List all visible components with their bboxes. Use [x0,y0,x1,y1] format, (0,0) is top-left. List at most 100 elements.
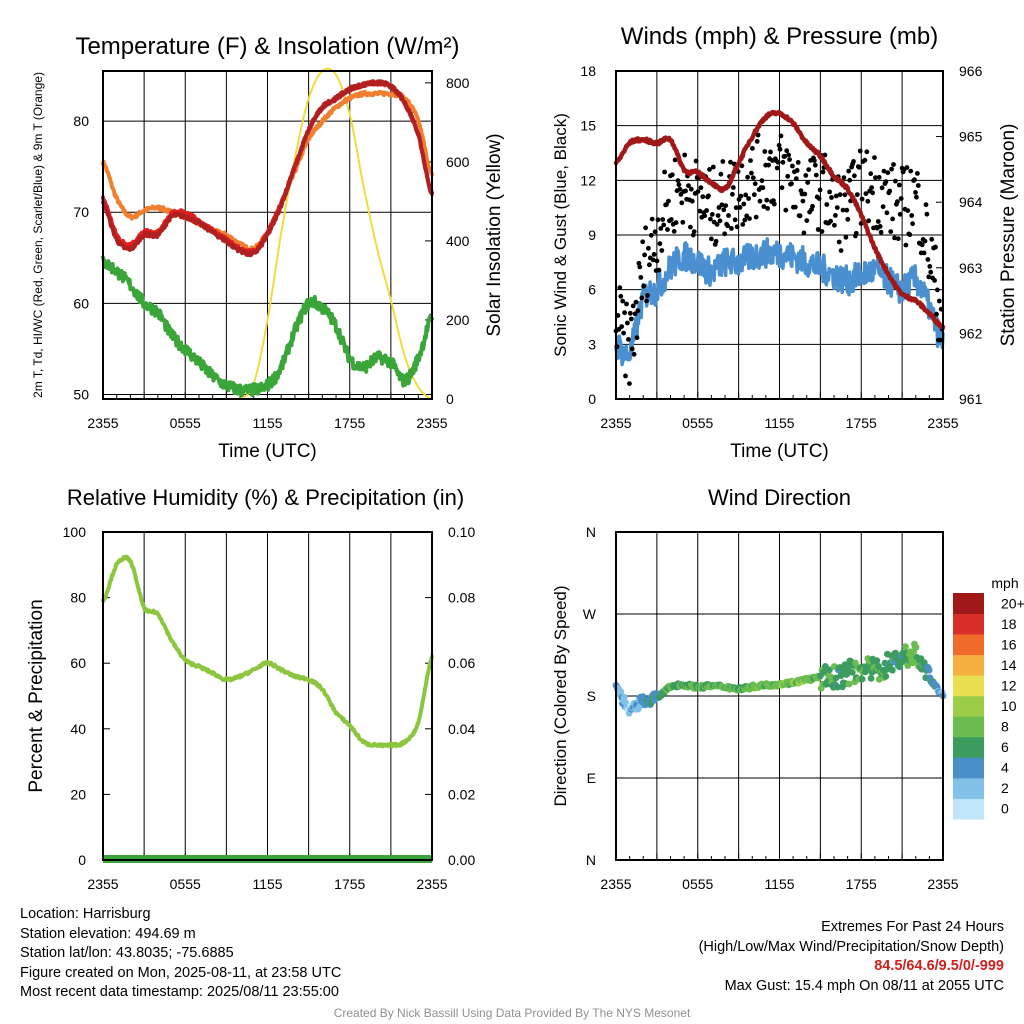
chart-panel-1: 2355 0555 1155 1755 235550607080020040060080… [31,33,505,462]
data-point [693,158,699,164]
data-point [626,337,631,342]
y-tick-label-left: 0 [78,852,86,868]
data-point [627,381,632,386]
y-tick-label-left: E [587,770,596,786]
data-point [851,159,856,164]
data-point [867,675,875,682]
data-point [915,183,921,188]
y-tick-label-left: 15 [580,118,596,134]
data-point [639,295,645,301]
data-point [700,194,706,200]
data-point [844,207,850,213]
y-tick-label-right: 0.02 [448,786,475,802]
data-point [657,241,663,247]
data-point [627,310,633,316]
data-point [698,185,704,191]
data-point [904,165,910,170]
data-point [628,316,634,322]
data-point [645,293,650,298]
y-tick-label-left: 9 [588,227,596,243]
data-point [721,207,727,213]
data-point [864,149,870,155]
colorbar-swatch [953,654,984,676]
data-point [837,192,843,198]
y-axis-label-left: Percent & Precipitation [26,599,47,792]
y-tick-label-right: 963 [959,260,983,276]
data-point [833,193,839,199]
data-point [865,198,871,204]
data-point [888,229,894,235]
data-point [619,324,625,329]
data-point [710,164,716,170]
data-point [829,195,834,200]
data-point [636,260,642,266]
chart-title: Relative Humidity (%) & Precipitation (i… [67,485,464,510]
data-point [834,205,840,211]
data-point [766,162,771,168]
data-point [717,218,723,224]
data-point [676,182,682,188]
y-tick-label-left: 60 [73,295,89,311]
plot-frame [102,70,433,400]
data-point [845,216,851,222]
data-point [783,207,789,213]
x-tick-label: 1155 [252,415,282,431]
y-tick-label-left: 3 [588,336,596,352]
plot-frame [615,70,944,400]
data-point [836,239,842,245]
chart-title: Winds (mph) & Pressure (mb) [621,23,938,50]
data-point [778,133,784,139]
data-point [895,199,900,205]
data-point [854,192,860,198]
x-tick-label: 2355 [600,415,631,431]
data-point [689,198,695,204]
data-point [843,671,850,678]
data-point [671,229,677,234]
y-tick-label-left: 100 [63,524,87,540]
data-point [806,167,812,173]
data-point [617,285,623,291]
data-point [895,236,901,242]
data-point [815,227,821,232]
data-point [922,238,928,244]
data-point [784,148,790,154]
data-point [708,216,713,222]
data-point [785,173,791,179]
data-point [755,132,761,138]
plot-frame [615,531,944,861]
colorbar-swatch [953,695,984,717]
data-point [933,244,938,250]
data-point [877,224,883,229]
extremes-title: Extremes For Past 24 Hours [821,919,1004,935]
colorbar-swatch [953,716,984,738]
data-point [892,649,899,657]
data-point [847,177,853,183]
data-point [775,159,781,165]
data-point [737,205,743,210]
data-point [662,169,667,175]
data-point [730,185,736,190]
y-tick-label-right: 400 [446,233,470,249]
data-point [926,274,932,280]
data-point [729,226,734,231]
data-point [902,643,909,650]
y-tick-label-right: 964 [959,194,983,210]
x-tick-label: 2355 [416,876,447,892]
colorbar-swatch [953,634,984,656]
x-tick-label: 0555 [170,415,201,431]
data-point [812,158,817,163]
data-point [757,198,763,204]
y-tick-label-left: N [586,524,596,540]
colorbar-swatch [953,593,984,614]
data-point [635,308,641,314]
data-point [740,222,746,227]
colorbar-label: 2 [1001,780,1009,796]
data-point [680,219,686,225]
data-point [800,198,806,204]
colorbar-label: 16 [1001,636,1017,652]
data-point [691,229,697,235]
data-point [702,213,708,219]
data-point [805,180,811,185]
colorbar-swatch [953,736,984,758]
